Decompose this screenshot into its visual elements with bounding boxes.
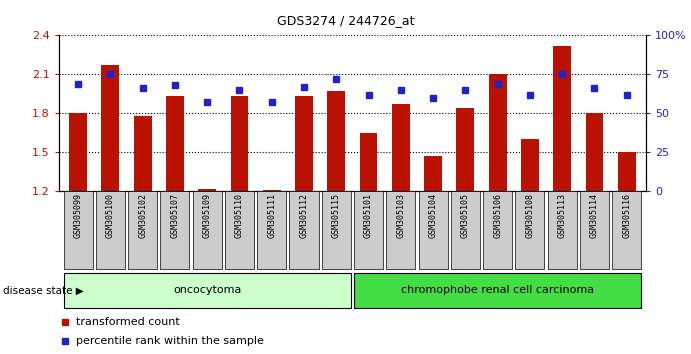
Text: GDS3274 / 244726_at: GDS3274 / 244726_at — [277, 14, 414, 27]
Text: oncocytoma: oncocytoma — [173, 285, 241, 295]
Bar — [193, 191, 222, 269]
Bar — [322, 191, 351, 269]
Bar — [489, 74, 507, 191]
Text: GSM305113: GSM305113 — [558, 194, 567, 239]
Bar — [483, 191, 512, 269]
Text: GSM305114: GSM305114 — [590, 194, 599, 239]
Bar — [69, 113, 87, 191]
Bar — [128, 191, 157, 269]
Bar — [64, 273, 351, 308]
Text: transformed count: transformed count — [76, 318, 180, 327]
Text: percentile rank within the sample: percentile rank within the sample — [76, 336, 264, 346]
Bar — [231, 96, 248, 191]
Text: GSM305108: GSM305108 — [525, 194, 534, 239]
Bar — [102, 65, 120, 191]
Bar — [392, 104, 410, 191]
Text: GSM305102: GSM305102 — [138, 194, 147, 239]
Bar — [354, 191, 383, 269]
Text: GSM305111: GSM305111 — [267, 194, 276, 239]
Bar — [354, 273, 641, 308]
Bar — [295, 96, 313, 191]
Text: GSM305115: GSM305115 — [332, 194, 341, 239]
Bar — [419, 191, 448, 269]
Bar — [612, 191, 641, 269]
Text: GSM305104: GSM305104 — [428, 194, 437, 239]
Bar — [548, 191, 577, 269]
Bar — [96, 191, 125, 269]
Text: GSM305110: GSM305110 — [235, 194, 244, 239]
Bar — [328, 91, 345, 191]
Bar — [553, 46, 571, 191]
Bar — [360, 133, 377, 191]
Bar — [198, 189, 216, 191]
Bar — [457, 108, 474, 191]
Text: GSM305107: GSM305107 — [171, 194, 180, 239]
Text: GSM305109: GSM305109 — [202, 194, 211, 239]
Bar — [160, 191, 189, 269]
Text: GSM305105: GSM305105 — [461, 194, 470, 239]
Bar — [618, 152, 636, 191]
Bar — [134, 116, 151, 191]
Bar — [166, 96, 184, 191]
Bar — [64, 191, 93, 269]
Bar — [424, 156, 442, 191]
Bar — [225, 191, 254, 269]
Text: GSM305106: GSM305106 — [493, 194, 502, 239]
Text: GSM305112: GSM305112 — [299, 194, 308, 239]
Text: disease state ▶: disease state ▶ — [3, 285, 84, 295]
Text: GSM305116: GSM305116 — [622, 194, 631, 239]
Text: chromophobe renal cell carcinoma: chromophobe renal cell carcinoma — [401, 285, 594, 295]
Bar — [290, 191, 319, 269]
Bar — [585, 113, 603, 191]
Bar — [263, 190, 281, 191]
Text: GSM305100: GSM305100 — [106, 194, 115, 239]
Bar — [515, 191, 545, 269]
Bar — [521, 139, 539, 191]
Bar — [451, 191, 480, 269]
Text: GSM305101: GSM305101 — [364, 194, 373, 239]
Text: GSM305103: GSM305103 — [397, 194, 406, 239]
Bar — [580, 191, 609, 269]
Bar — [386, 191, 415, 269]
Text: GSM305099: GSM305099 — [74, 194, 83, 239]
Bar — [257, 191, 286, 269]
